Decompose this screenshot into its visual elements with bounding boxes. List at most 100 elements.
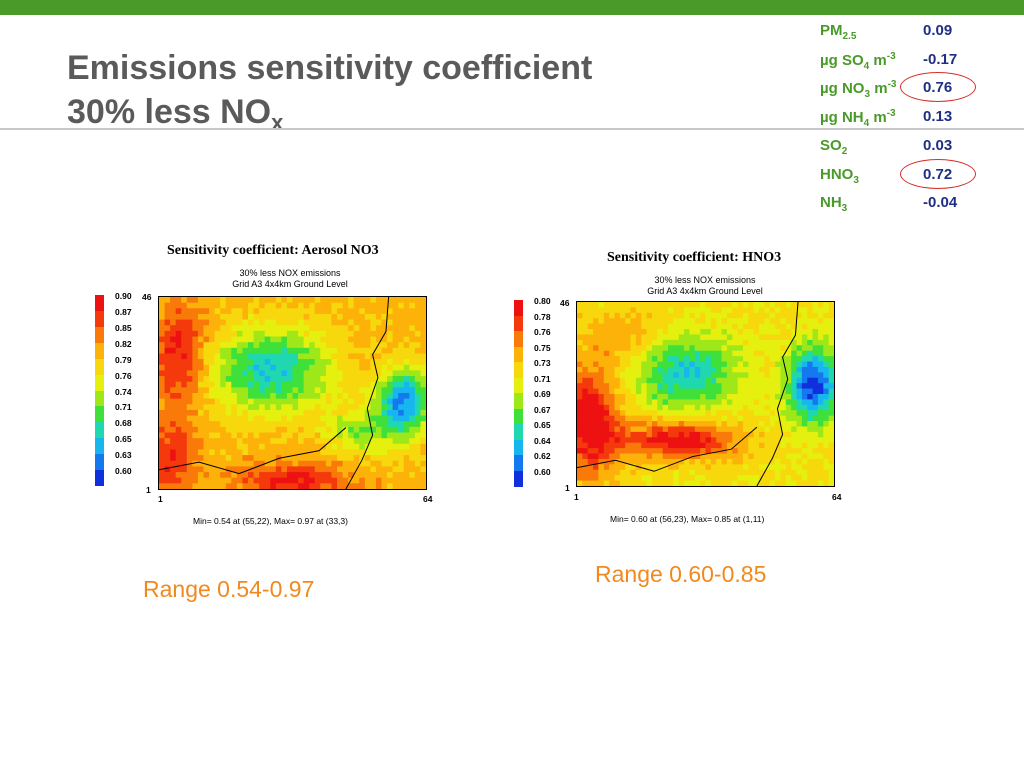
map-cell [164, 426, 171, 433]
map-cell [192, 460, 199, 467]
map-cell [359, 308, 366, 315]
map-cell [668, 394, 674, 400]
map-cell [364, 313, 371, 320]
map-cell [582, 318, 589, 325]
map-cell [409, 302, 416, 309]
map-cell [375, 353, 382, 360]
map-cell [375, 455, 382, 462]
map-cell [359, 421, 366, 428]
map-cell [673, 329, 680, 335]
map-cell [175, 342, 182, 349]
map-cell [298, 302, 305, 309]
map-cell [668, 453, 674, 460]
map-cell [314, 393, 321, 400]
map-cell [721, 312, 728, 319]
map-cell [700, 383, 706, 389]
map-cell [186, 319, 193, 326]
map-cell [303, 387, 310, 394]
map-cell [175, 387, 182, 394]
map-cell [348, 483, 355, 489]
map-cell [381, 455, 388, 462]
map-cell [577, 421, 583, 427]
map-cell [662, 312, 669, 319]
map-cell [828, 388, 834, 395]
map-cell [646, 356, 653, 362]
map-cell [409, 347, 416, 354]
map-cell [577, 442, 583, 449]
map-cell [414, 336, 421, 343]
map-cell [630, 318, 637, 325]
map-cell [614, 431, 621, 438]
map-cell [303, 297, 310, 304]
map-cell [748, 426, 755, 433]
map-cell [298, 432, 305, 439]
map-cell [823, 475, 830, 481]
map-cell [159, 387, 165, 394]
map-cell [420, 398, 426, 405]
map-cell [331, 330, 338, 337]
map-cell [619, 366, 626, 373]
map-cell [353, 336, 360, 343]
map-cell [759, 404, 765, 411]
map-cell [420, 432, 426, 439]
map-cell [203, 404, 210, 411]
map-cell [694, 372, 701, 379]
map-cell [764, 404, 771, 411]
map-cell [403, 477, 410, 484]
map-cell [689, 377, 696, 384]
map-cell [823, 394, 830, 400]
map-cell [737, 312, 744, 319]
map-cell [159, 438, 165, 445]
map-cell [716, 339, 722, 346]
map-cell [785, 480, 792, 486]
map-cell [225, 409, 232, 416]
map-cell [248, 398, 254, 405]
map-cell [828, 442, 834, 449]
map-cell [748, 410, 755, 417]
map-cell [721, 361, 728, 368]
map-cell [220, 477, 227, 484]
map-cell [364, 359, 371, 366]
map-cell [331, 432, 338, 439]
map-cell [253, 342, 260, 349]
map-cell [657, 421, 664, 427]
map-cell [662, 431, 669, 438]
map-cell [320, 466, 327, 473]
map-cell [409, 466, 416, 473]
map-cell [337, 421, 343, 428]
map-cell [716, 312, 722, 319]
map-cell [641, 442, 647, 449]
map-cell [689, 458, 696, 465]
map-cell [387, 415, 394, 422]
map-cell [370, 398, 377, 405]
map-cell [392, 432, 399, 439]
map-cell [175, 404, 182, 411]
map-cell [348, 426, 355, 433]
map-cell [236, 330, 243, 337]
map-cell [220, 353, 227, 360]
map-cell [181, 404, 188, 411]
map-cell [619, 334, 626, 341]
map-cell [242, 409, 249, 416]
map-cell [598, 366, 605, 373]
map-cell [409, 398, 416, 405]
map-cell [753, 323, 760, 330]
map-cell [370, 381, 377, 388]
map-cell [651, 448, 658, 454]
map-cell [275, 409, 282, 416]
map-cell [342, 347, 349, 354]
map-cell [348, 302, 355, 309]
map-cell [298, 438, 305, 445]
map-cell [609, 361, 615, 368]
map-cell [742, 388, 749, 395]
map-cell [737, 415, 744, 422]
map-cell [320, 426, 327, 433]
map-cell [403, 426, 410, 433]
map-cell [375, 376, 382, 383]
map-cell [807, 350, 813, 357]
map-cell [812, 388, 819, 395]
legend-tick-label: 0.79 [115, 354, 132, 365]
map-cell [801, 356, 808, 362]
map-cell [159, 449, 165, 456]
map-cell [828, 399, 834, 406]
